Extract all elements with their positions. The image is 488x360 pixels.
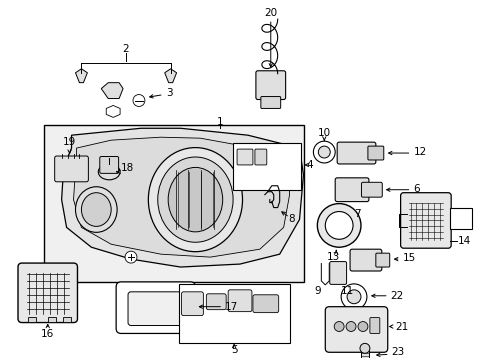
Text: 12: 12 [413,147,426,157]
FancyBboxPatch shape [260,96,280,108]
Text: 13: 13 [326,252,339,262]
Text: 2: 2 [122,44,129,54]
Bar [28,316,36,321]
FancyBboxPatch shape [325,307,387,352]
FancyBboxPatch shape [400,193,450,248]
FancyBboxPatch shape [116,282,195,333]
Text: 22: 22 [390,291,403,301]
Text: 15: 15 [402,253,415,263]
Polygon shape [164,69,176,83]
Circle shape [125,251,137,263]
Bar [233,143,300,190]
FancyBboxPatch shape [334,178,368,202]
FancyBboxPatch shape [206,294,225,310]
Polygon shape [101,83,123,99]
Text: 18: 18 [121,163,134,173]
FancyBboxPatch shape [367,146,383,160]
Bar [44,125,304,282]
Ellipse shape [148,148,242,252]
FancyBboxPatch shape [228,290,251,312]
FancyBboxPatch shape [375,253,389,267]
Bar [360,350,368,360]
FancyBboxPatch shape [254,149,266,165]
FancyBboxPatch shape [337,142,375,164]
Text: 23: 23 [391,347,404,357]
Bar [178,284,289,343]
FancyBboxPatch shape [361,182,382,197]
Circle shape [318,146,329,158]
Circle shape [341,284,366,310]
Ellipse shape [148,148,242,252]
Polygon shape [73,137,289,257]
Polygon shape [61,128,303,267]
Ellipse shape [158,157,233,242]
FancyBboxPatch shape [329,262,346,284]
Circle shape [333,321,344,332]
Text: 20: 20 [264,8,277,18]
Bar [62,316,70,321]
Text: 14: 14 [457,236,470,246]
Text: 7: 7 [353,208,360,219]
Text: 17: 17 [224,302,238,312]
FancyBboxPatch shape [128,292,183,325]
Text: 6: 6 [413,184,419,194]
Ellipse shape [81,193,111,226]
FancyBboxPatch shape [55,156,88,182]
Bar [449,208,471,229]
FancyBboxPatch shape [237,149,252,165]
FancyBboxPatch shape [369,318,379,333]
Text: 9: 9 [313,286,320,296]
Circle shape [133,95,144,107]
Text: 1: 1 [217,117,223,127]
Circle shape [325,212,352,239]
FancyBboxPatch shape [181,292,203,316]
Circle shape [346,290,360,304]
Bar [48,316,56,321]
Circle shape [317,204,360,247]
Ellipse shape [166,166,224,233]
Ellipse shape [75,187,117,232]
Circle shape [359,343,369,353]
Text: 11: 11 [340,286,353,296]
FancyBboxPatch shape [100,157,119,174]
Polygon shape [75,69,87,83]
Circle shape [313,141,334,163]
Text: 3: 3 [165,87,172,98]
Ellipse shape [157,156,234,243]
Circle shape [346,321,355,332]
Text: 8: 8 [288,215,294,224]
Text: 4: 4 [305,160,312,170]
Ellipse shape [168,167,222,232]
Text: 16: 16 [41,329,54,339]
FancyBboxPatch shape [18,263,77,323]
FancyBboxPatch shape [349,249,381,271]
FancyBboxPatch shape [255,71,285,99]
FancyBboxPatch shape [252,295,278,312]
Text: 21: 21 [395,321,408,332]
Circle shape [357,321,367,332]
Text: 5: 5 [230,345,237,355]
Text: 10: 10 [317,128,330,138]
Ellipse shape [98,164,120,180]
Text: 19: 19 [63,137,76,147]
Polygon shape [106,105,120,117]
